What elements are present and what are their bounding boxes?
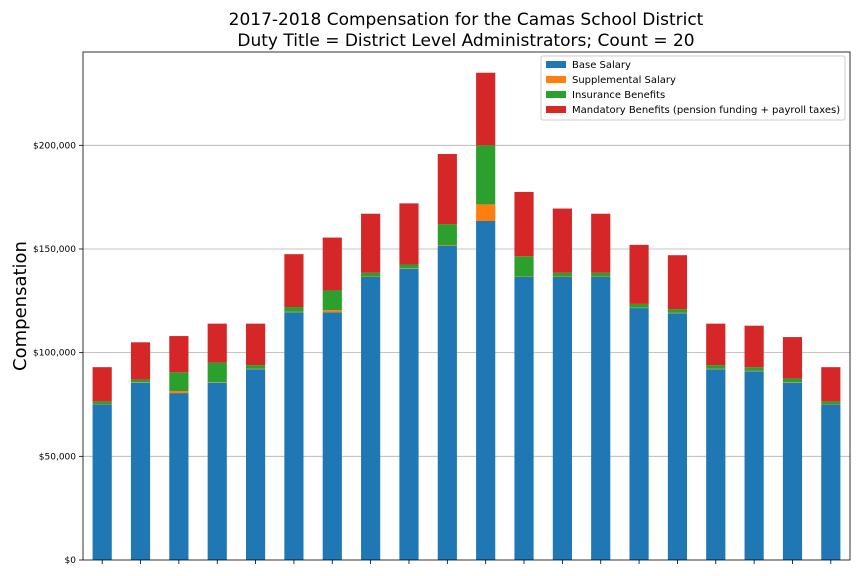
bar-12-series-1: [514, 276, 534, 560]
bar-15-series-1: [629, 308, 649, 560]
bar-18-series-3: [744, 367, 764, 371]
grid-layer: [83, 144, 850, 457]
bar-18-series-4: [744, 325, 764, 368]
axes-layer: $0 $50,000 $100,000 $150,000 $200,000: [33, 51, 851, 566]
bar-3-series-1: [169, 393, 189, 560]
bar-9-series-4: [399, 203, 419, 265]
bar-7-series-2: [322, 310, 342, 313]
bar-2-series-4: [130, 342, 151, 380]
bar-1-series-4: [92, 367, 112, 402]
y-tick-label-1: $50,000: [39, 452, 76, 462]
legend-swatch-2: [546, 76, 566, 83]
bar-11-series-3: [476, 145, 496, 205]
bar-9-series-1: [399, 268, 419, 560]
bar-11-series-4: [476, 72, 496, 146]
bar-4-series-4: [207, 323, 227, 363]
bar-13-series-3: [552, 272, 572, 277]
bar-13-series-4: [552, 208, 572, 273]
y-tick-label-3: $150,000: [33, 245, 76, 255]
bar-5-series-3: [245, 365, 266, 369]
legend-label-4: Mandatory Benefits (pension funding + pa…: [572, 105, 840, 116]
bar-18-series-1: [744, 371, 764, 560]
bar-5-series-4: [245, 323, 266, 366]
bar-16-series-4: [667, 255, 688, 310]
bar-6-series-1: [284, 312, 304, 560]
bar-7-series-4: [322, 237, 342, 291]
bar-19-series-3: [782, 378, 803, 383]
bar-12-series-3: [514, 256, 534, 277]
bar-10-series-1: [437, 245, 457, 560]
bar-8-series-4: [361, 213, 381, 273]
bar-4-series-3: [207, 362, 227, 383]
bar-3-series-2: [169, 391, 189, 394]
legend-swatch-1: [546, 61, 566, 68]
chart-title: 2017-2018 Compensation for the Camas Sch…: [229, 10, 704, 30]
y-tick-label-4: $200,000: [33, 141, 76, 151]
bar-16-series-1: [667, 313, 688, 560]
bar-5-series-1: [245, 369, 266, 560]
legend-label-3: Insurance Benefits: [572, 90, 665, 101]
bar-11-series-1: [476, 220, 496, 560]
bar-19-series-4: [782, 337, 803, 379]
bar-13-series-1: [552, 276, 572, 560]
bar-7-series-1: [322, 312, 342, 560]
bar-10-series-4: [437, 154, 457, 225]
bar-11-series-2: [476, 204, 496, 221]
bar-8-series-1: [361, 276, 381, 560]
bar-14-series-4: [591, 213, 611, 273]
bar-17-series-1: [706, 369, 726, 560]
legend-label-2: Supplemental Salary: [572, 75, 676, 86]
bar-15-series-3: [629, 303, 649, 308]
legend-swatch-4: [546, 106, 566, 113]
plot-frame: [82, 51, 851, 561]
legend-box: [540, 55, 846, 121]
bar-20-series-3: [821, 401, 841, 405]
bar-20-series-1: [821, 404, 841, 560]
legend-label-1: Base Salary: [572, 60, 631, 71]
bar-6-series-3: [284, 307, 304, 312]
bar-17-series-3: [706, 365, 726, 369]
bar-9-series-3: [399, 264, 419, 269]
y-tick-label-0: $0: [65, 556, 77, 566]
bar-3-series-4: [169, 336, 189, 373]
bar-2-series-1: [130, 382, 151, 560]
bar-15-series-4: [629, 244, 649, 304]
bar-8-series-3: [361, 272, 381, 277]
bar-10-series-3: [437, 224, 457, 246]
bar-1-series-3: [92, 401, 112, 405]
bar-17-series-4: [706, 323, 726, 366]
chart-subtitle: Duty Title = District Level Administrato…: [237, 31, 694, 51]
bars-layer: [92, 72, 841, 560]
legend: Base Salary Supplemental Salary Insurance …: [540, 55, 846, 121]
bar-14-series-3: [591, 272, 611, 277]
y-tick-label-2: $100,000: [33, 349, 76, 359]
bar-7-series-3: [322, 290, 342, 311]
bar-1-series-1: [92, 404, 112, 560]
y-axis-label: Compensation: [10, 241, 31, 371]
bar-19-series-1: [782, 382, 803, 560]
bar-3-series-3: [169, 372, 189, 392]
bar-20-series-4: [821, 367, 841, 402]
legend-swatch-3: [546, 91, 566, 98]
bar-6-series-4: [284, 254, 304, 308]
bar-4-series-1: [207, 382, 227, 560]
bar-14-series-1: [591, 276, 611, 560]
bar-12-series-4: [514, 191, 534, 257]
bar-2-series-3: [130, 379, 151, 383]
bar-16-series-3: [667, 309, 688, 313]
